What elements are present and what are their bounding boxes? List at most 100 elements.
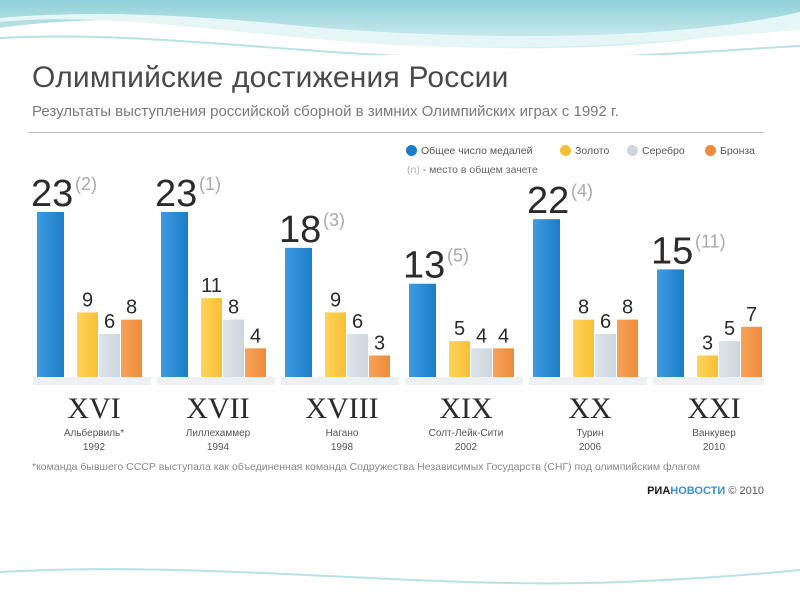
bar-total <box>161 212 188 377</box>
year-label: 2002 <box>455 442 478 453</box>
year-label: 1994 <box>207 442 230 453</box>
legend-item-total: Общее число медалей <box>406 145 533 159</box>
rank-label: (1) <box>199 174 221 194</box>
group-base <box>529 377 647 385</box>
header-wave-light <box>0 12 800 48</box>
page-title: Олимпийские достижения России <box>32 61 509 94</box>
legend-item-silver: Серебро <box>627 145 685 159</box>
legend-label-silver: Серебро <box>642 145 685 157</box>
gold-value-label: 11 <box>201 275 222 297</box>
group-base <box>33 377 151 385</box>
silver-value-label: 6 <box>104 311 115 333</box>
silver-value-label: 8 <box>228 297 239 319</box>
bar-silver <box>595 333 616 377</box>
bar-total <box>533 219 560 377</box>
silver-value-label: 5 <box>724 318 735 340</box>
group-base <box>405 377 523 385</box>
legend-label-gold: Золото <box>575 145 610 157</box>
gold-value-label: 3 <box>702 332 713 354</box>
bronze-value-label: 7 <box>746 304 757 326</box>
legend-item-gold: Золото <box>560 145 609 159</box>
rank-label: (5) <box>447 246 469 266</box>
host-city-label: Лиллехаммер <box>186 428 251 439</box>
host-city-label: Нагано <box>326 428 359 439</box>
brand-copyright: © 2010 <box>728 485 764 497</box>
group-base <box>157 377 275 385</box>
brand-logo-ria: РИА <box>647 485 671 497</box>
rank-label: (2) <box>75 174 97 194</box>
bar-bronze <box>121 319 142 377</box>
bar-silver <box>471 348 492 377</box>
total-value-label: 13 <box>403 245 445 287</box>
brand-logo-novosti: НОВОСТИ <box>670 485 726 497</box>
footer-wave-line <box>0 568 800 585</box>
rank-label: (4) <box>571 181 593 201</box>
bronze-value-label: 8 <box>622 297 633 319</box>
bar-gold <box>573 319 594 377</box>
bar-bronze <box>617 319 638 377</box>
year-label: 2006 <box>579 442 602 453</box>
games-numeral-label: XVI <box>67 392 120 425</box>
legend-swatch-bronze <box>705 145 716 156</box>
games-numeral-label: XXI <box>687 392 740 425</box>
legend-label-total: Общее число медалей <box>421 145 533 157</box>
bar-bronze <box>245 348 266 377</box>
games-numeral-label: XVII <box>186 392 249 425</box>
gold-value-label: 9 <box>82 289 93 311</box>
bronze-value-label: 4 <box>250 325 261 347</box>
legend-swatch-total <box>406 145 417 156</box>
bronze-value-label: 4 <box>498 325 509 347</box>
brand-credit: РИАНОВОСТИ © 2010 <box>647 485 764 497</box>
infographic: Олимпийские достижения России Результаты… <box>28 55 767 497</box>
bar-gold <box>201 298 222 377</box>
total-value-label: 18 <box>279 209 321 251</box>
footnote: *команда бывшего СССР выступала как объе… <box>32 461 701 473</box>
bar-gold <box>77 312 98 377</box>
legend-label-bronze: Бронза <box>720 145 756 157</box>
gold-value-label: 8 <box>578 297 589 319</box>
bronze-value-label: 3 <box>374 332 385 354</box>
host-city-label: Альбервиль* <box>64 427 124 439</box>
games-numeral-label: XX <box>568 392 612 425</box>
gold-value-label: 5 <box>454 318 465 340</box>
footer-wave <box>0 567 800 600</box>
legend-rank-note: (n) - место в общем зачете <box>407 164 538 176</box>
rank-label: (11) <box>695 231 726 251</box>
bar-gold <box>697 355 718 377</box>
year-label: 1992 <box>83 442 106 453</box>
bar-bronze <box>369 355 390 377</box>
bar-silver <box>99 333 120 377</box>
bar-total <box>409 283 436 377</box>
legend-rank-text: - место в общем зачете <box>422 164 538 176</box>
bar-silver <box>223 319 244 377</box>
bar-gold <box>325 312 346 377</box>
bar-gold <box>449 341 470 377</box>
total-value-label: 23 <box>31 173 73 215</box>
games-numeral-label: XIX <box>439 392 493 425</box>
host-city-label: Ванкувер <box>692 428 736 439</box>
games-numeral-label: XVIII <box>305 392 378 425</box>
legend: Общее число медалей Золото Серебро Бронз… <box>377 145 767 179</box>
legend-swatch-gold <box>560 145 571 156</box>
host-city-label: Турин <box>576 428 603 439</box>
bar-bronze <box>741 326 762 377</box>
silver-value-label: 4 <box>476 325 487 347</box>
year-label: 2010 <box>703 442 726 453</box>
rank-label: (3) <box>323 210 345 230</box>
bar-total <box>285 247 312 377</box>
bar-total <box>657 269 684 377</box>
silver-value-label: 6 <box>600 311 611 333</box>
silver-value-label: 6 <box>352 311 363 333</box>
bar-silver <box>719 341 740 377</box>
legend-swatch-silver <box>627 145 638 156</box>
bar-bronze <box>493 348 514 377</box>
total-value-label: 23 <box>155 173 197 215</box>
bronze-value-label: 8 <box>126 297 137 319</box>
legend-item-bronze: Бронза <box>705 145 755 159</box>
year-label: 1998 <box>331 442 354 453</box>
title-divider <box>28 132 764 133</box>
legend-rank-symbol: (n) <box>407 164 420 176</box>
total-value-label: 15 <box>651 230 693 272</box>
